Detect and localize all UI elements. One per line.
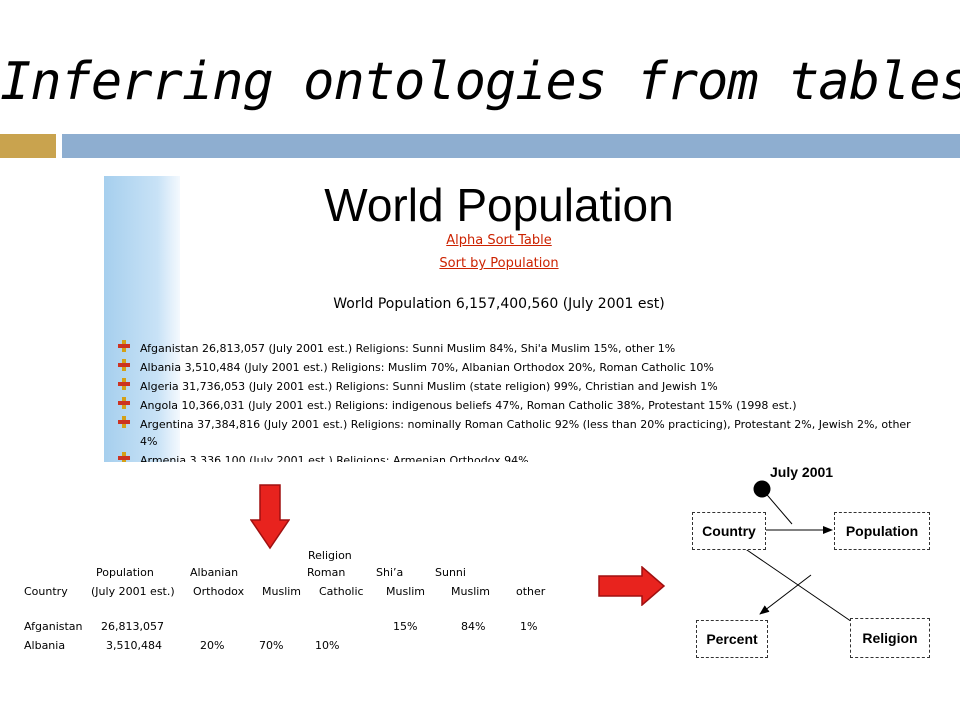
country-node: Country	[692, 512, 766, 550]
list-item: Algeria 31,736,053 (July 2001 est.) Reli…	[104, 376, 960, 395]
bullet-icon	[118, 359, 130, 371]
list-item-text: Albania 3,510,484 (July 2001 est.) Relig…	[140, 361, 714, 374]
table-cell: 70%	[259, 639, 284, 652]
table-header-cell: (July 2001 est.)	[91, 585, 175, 598]
table-header-cell: Albanian	[190, 566, 239, 579]
table-cell: Albania	[24, 639, 66, 652]
slide-title: Inferring ontologies from tables	[0, 52, 960, 112]
list-item-text: Algeria 31,736,053 (July 2001 est.) Reli…	[140, 380, 718, 393]
web-page-screenshot: World Population Alpha Sort Table Sort b…	[104, 176, 960, 462]
edge-time-to-population	[761, 488, 793, 525]
right-arrow-icon	[598, 566, 666, 606]
table-header-cell: Sunni	[435, 566, 466, 579]
bullet-icon	[118, 416, 130, 428]
table-header-cell: Population	[96, 566, 154, 579]
table-cell: 3,510,484	[106, 639, 162, 652]
ontology-diagram: July 2001 Country Population Percent Rel…	[686, 462, 960, 672]
table-header-cell: Shi’a	[376, 566, 404, 579]
table-header-cell: Orthodox	[193, 585, 245, 598]
list-item-text: Angola 10,366,031 (July 2001 est.) Relig…	[140, 399, 797, 412]
table-header-cell: other	[516, 585, 546, 598]
list-item: Armenia 3,336,100 (July 2001 est.) Relig…	[104, 450, 960, 462]
country-list: Afganistan 26,813,057 (July 2001 est.) R…	[104, 338, 960, 462]
list-item: Afganistan 26,813,057 (July 2001 est.) R…	[104, 338, 960, 357]
alpha-sort-link[interactable]: Alpha Sort Table	[446, 233, 552, 248]
table-header-cell: Muslim	[386, 585, 426, 598]
list-item-text: Afganistan 26,813,057 (July 2001 est.) R…	[140, 342, 676, 355]
edge-to-percent	[759, 574, 812, 615]
table-cell: Afganistan	[24, 620, 83, 633]
list-item-text: Armenia 3,336,100 (July 2001 est.) Relig…	[140, 454, 529, 462]
list-item: Argentina 37,384,816 (July 2001 est.) Re…	[104, 414, 960, 450]
title-bar-blue	[62, 134, 960, 158]
table-cell: 26,813,057	[101, 620, 164, 633]
list-item: Albania 3,510,484 (July 2001 est.) Relig…	[104, 357, 960, 376]
edge-country-religion	[743, 547, 859, 627]
table-cell: 20%	[200, 639, 225, 652]
ontology-edges	[743, 480, 859, 627]
table-cell: 1%	[520, 620, 538, 633]
world-population-total: World Population 6,157,400,560 (July 200…	[333, 296, 665, 312]
bullet-icon	[118, 340, 130, 352]
population-node: Population	[834, 512, 930, 550]
bullet-icon	[118, 397, 130, 409]
table-cell: 10%	[315, 639, 340, 652]
percent-node: Percent	[696, 620, 768, 658]
table-header-religion: Religion	[308, 549, 352, 562]
title-bar-gold	[0, 134, 56, 158]
list-item-text: Argentina 37,384,816 (July 2001 est.) Re…	[140, 418, 911, 448]
time-label: July 2001	[770, 464, 834, 480]
page-heading: World Population	[324, 179, 674, 231]
page-sidebar-gradient	[104, 176, 180, 462]
list-item: Angola 10,366,031 (July 2001 est.) Relig…	[104, 395, 960, 414]
table-cell: 15%	[393, 620, 418, 633]
table-header-cell: Catholic	[319, 585, 364, 598]
population-sort-link[interactable]: Sort by Population	[439, 256, 559, 271]
bullet-icon	[118, 378, 130, 390]
down-arrow-icon	[250, 484, 290, 550]
table-header-cell: Country	[24, 585, 68, 598]
table-header-cell: Muslim	[451, 585, 491, 598]
bullet-icon	[118, 452, 130, 462]
table-header-cell: Roman	[307, 566, 346, 579]
religion-node: Religion	[850, 618, 930, 658]
table-header-cell: Muslim	[262, 585, 302, 598]
table-cell: 84%	[461, 620, 486, 633]
